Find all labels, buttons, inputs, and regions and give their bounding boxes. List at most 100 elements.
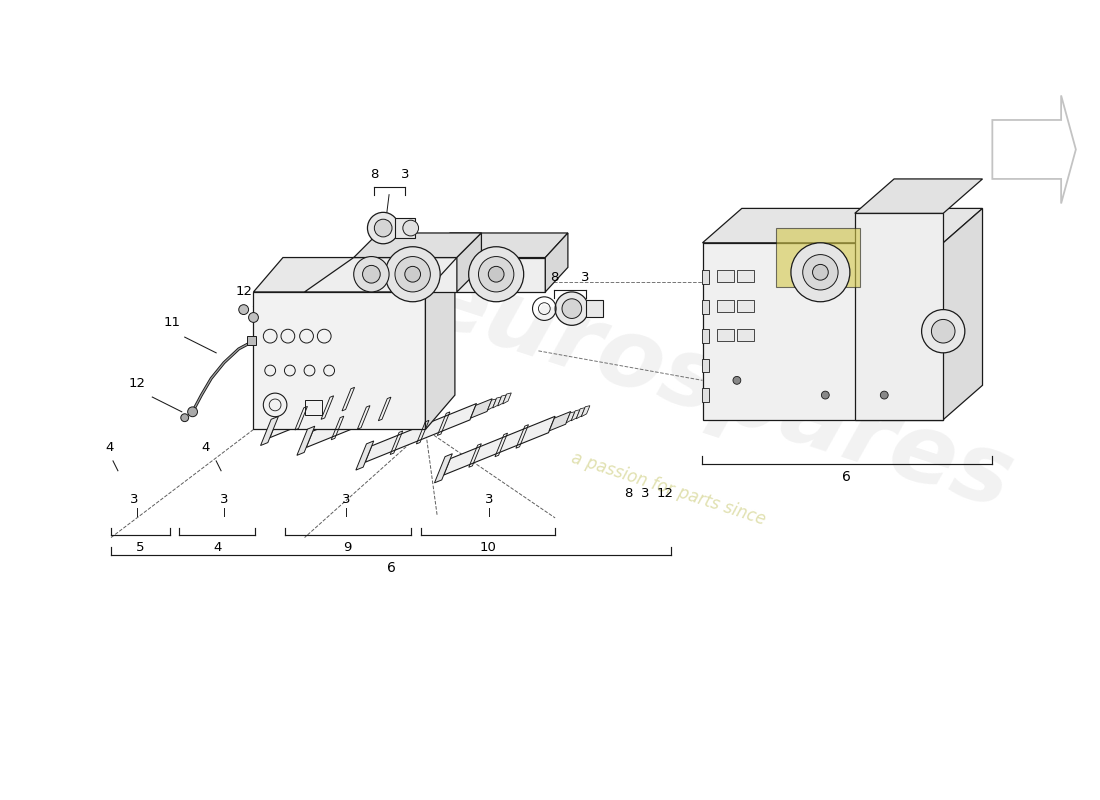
Text: 3: 3 <box>641 487 650 500</box>
Polygon shape <box>855 179 982 214</box>
Polygon shape <box>443 378 452 390</box>
Bar <box>702 358 710 373</box>
Circle shape <box>239 305 249 314</box>
Circle shape <box>556 292 588 326</box>
Text: 4: 4 <box>106 441 114 454</box>
Polygon shape <box>443 416 556 475</box>
Circle shape <box>791 242 850 302</box>
Polygon shape <box>403 370 411 382</box>
Polygon shape <box>407 368 416 379</box>
Circle shape <box>733 377 740 384</box>
Text: 9: 9 <box>343 541 352 554</box>
Bar <box>717 270 734 282</box>
Text: 6: 6 <box>386 561 396 575</box>
Polygon shape <box>434 454 452 483</box>
Circle shape <box>822 391 829 399</box>
Polygon shape <box>433 382 442 394</box>
Bar <box>777 228 860 287</box>
Text: 12: 12 <box>235 285 252 298</box>
Polygon shape <box>497 395 506 406</box>
Polygon shape <box>270 379 382 438</box>
Circle shape <box>385 246 440 302</box>
Bar <box>737 300 754 311</box>
Circle shape <box>395 257 430 292</box>
Polygon shape <box>426 258 455 430</box>
Polygon shape <box>503 393 512 404</box>
Polygon shape <box>393 374 402 386</box>
Circle shape <box>354 257 389 292</box>
Polygon shape <box>253 258 455 292</box>
Polygon shape <box>493 397 502 408</box>
Text: 4: 4 <box>201 441 209 454</box>
Polygon shape <box>354 233 482 258</box>
Circle shape <box>405 266 420 282</box>
Polygon shape <box>855 214 943 420</box>
Circle shape <box>922 310 965 353</box>
Circle shape <box>803 254 838 290</box>
Polygon shape <box>439 380 448 391</box>
Bar <box>737 330 754 341</box>
Polygon shape <box>487 399 496 410</box>
Polygon shape <box>456 233 482 292</box>
Text: 12: 12 <box>657 487 673 500</box>
Polygon shape <box>471 398 492 418</box>
Polygon shape <box>411 384 433 403</box>
Text: 3: 3 <box>581 271 590 284</box>
Text: 8: 8 <box>625 487 632 500</box>
Text: 4: 4 <box>213 541 221 554</box>
Circle shape <box>469 246 524 302</box>
Circle shape <box>813 265 828 280</box>
Circle shape <box>249 313 258 322</box>
Polygon shape <box>566 412 575 423</box>
Text: 3: 3 <box>220 493 229 506</box>
Circle shape <box>562 299 582 318</box>
Polygon shape <box>428 258 546 292</box>
Bar <box>702 270 710 284</box>
Circle shape <box>932 319 955 343</box>
Text: 8: 8 <box>371 168 378 181</box>
Bar <box>702 300 710 314</box>
Polygon shape <box>943 209 982 420</box>
Circle shape <box>188 407 198 417</box>
Polygon shape <box>356 441 374 470</box>
Bar <box>395 218 415 238</box>
Polygon shape <box>576 408 585 419</box>
Text: 6: 6 <box>843 470 851 484</box>
Polygon shape <box>397 372 406 383</box>
Text: 3: 3 <box>400 168 409 181</box>
Text: 12: 12 <box>129 377 146 390</box>
Bar <box>305 400 322 414</box>
Polygon shape <box>581 406 590 417</box>
Polygon shape <box>375 374 397 394</box>
Text: eurospares: eurospares <box>410 251 1024 530</box>
Polygon shape <box>305 258 456 292</box>
Text: 10: 10 <box>480 541 496 554</box>
Polygon shape <box>703 209 982 242</box>
Polygon shape <box>703 242 943 420</box>
Polygon shape <box>306 389 418 447</box>
Polygon shape <box>571 410 580 421</box>
Text: 8: 8 <box>550 271 559 284</box>
Circle shape <box>363 266 381 283</box>
Bar <box>737 270 754 282</box>
Circle shape <box>478 257 514 292</box>
Polygon shape <box>365 403 476 462</box>
Circle shape <box>367 212 399 244</box>
Circle shape <box>880 391 888 399</box>
Circle shape <box>180 414 188 422</box>
Text: a passion for parts since: a passion for parts since <box>569 449 768 528</box>
Polygon shape <box>297 426 315 455</box>
Bar <box>246 336 256 345</box>
Text: 3: 3 <box>131 493 139 506</box>
Polygon shape <box>253 292 426 430</box>
Text: 11: 11 <box>164 316 180 330</box>
Text: 3: 3 <box>485 493 494 506</box>
Circle shape <box>403 220 419 236</box>
Polygon shape <box>549 411 571 431</box>
Bar <box>717 300 734 311</box>
Polygon shape <box>429 384 438 395</box>
Circle shape <box>374 219 392 237</box>
Polygon shape <box>428 233 568 258</box>
Bar <box>585 300 603 318</box>
Polygon shape <box>261 416 278 446</box>
